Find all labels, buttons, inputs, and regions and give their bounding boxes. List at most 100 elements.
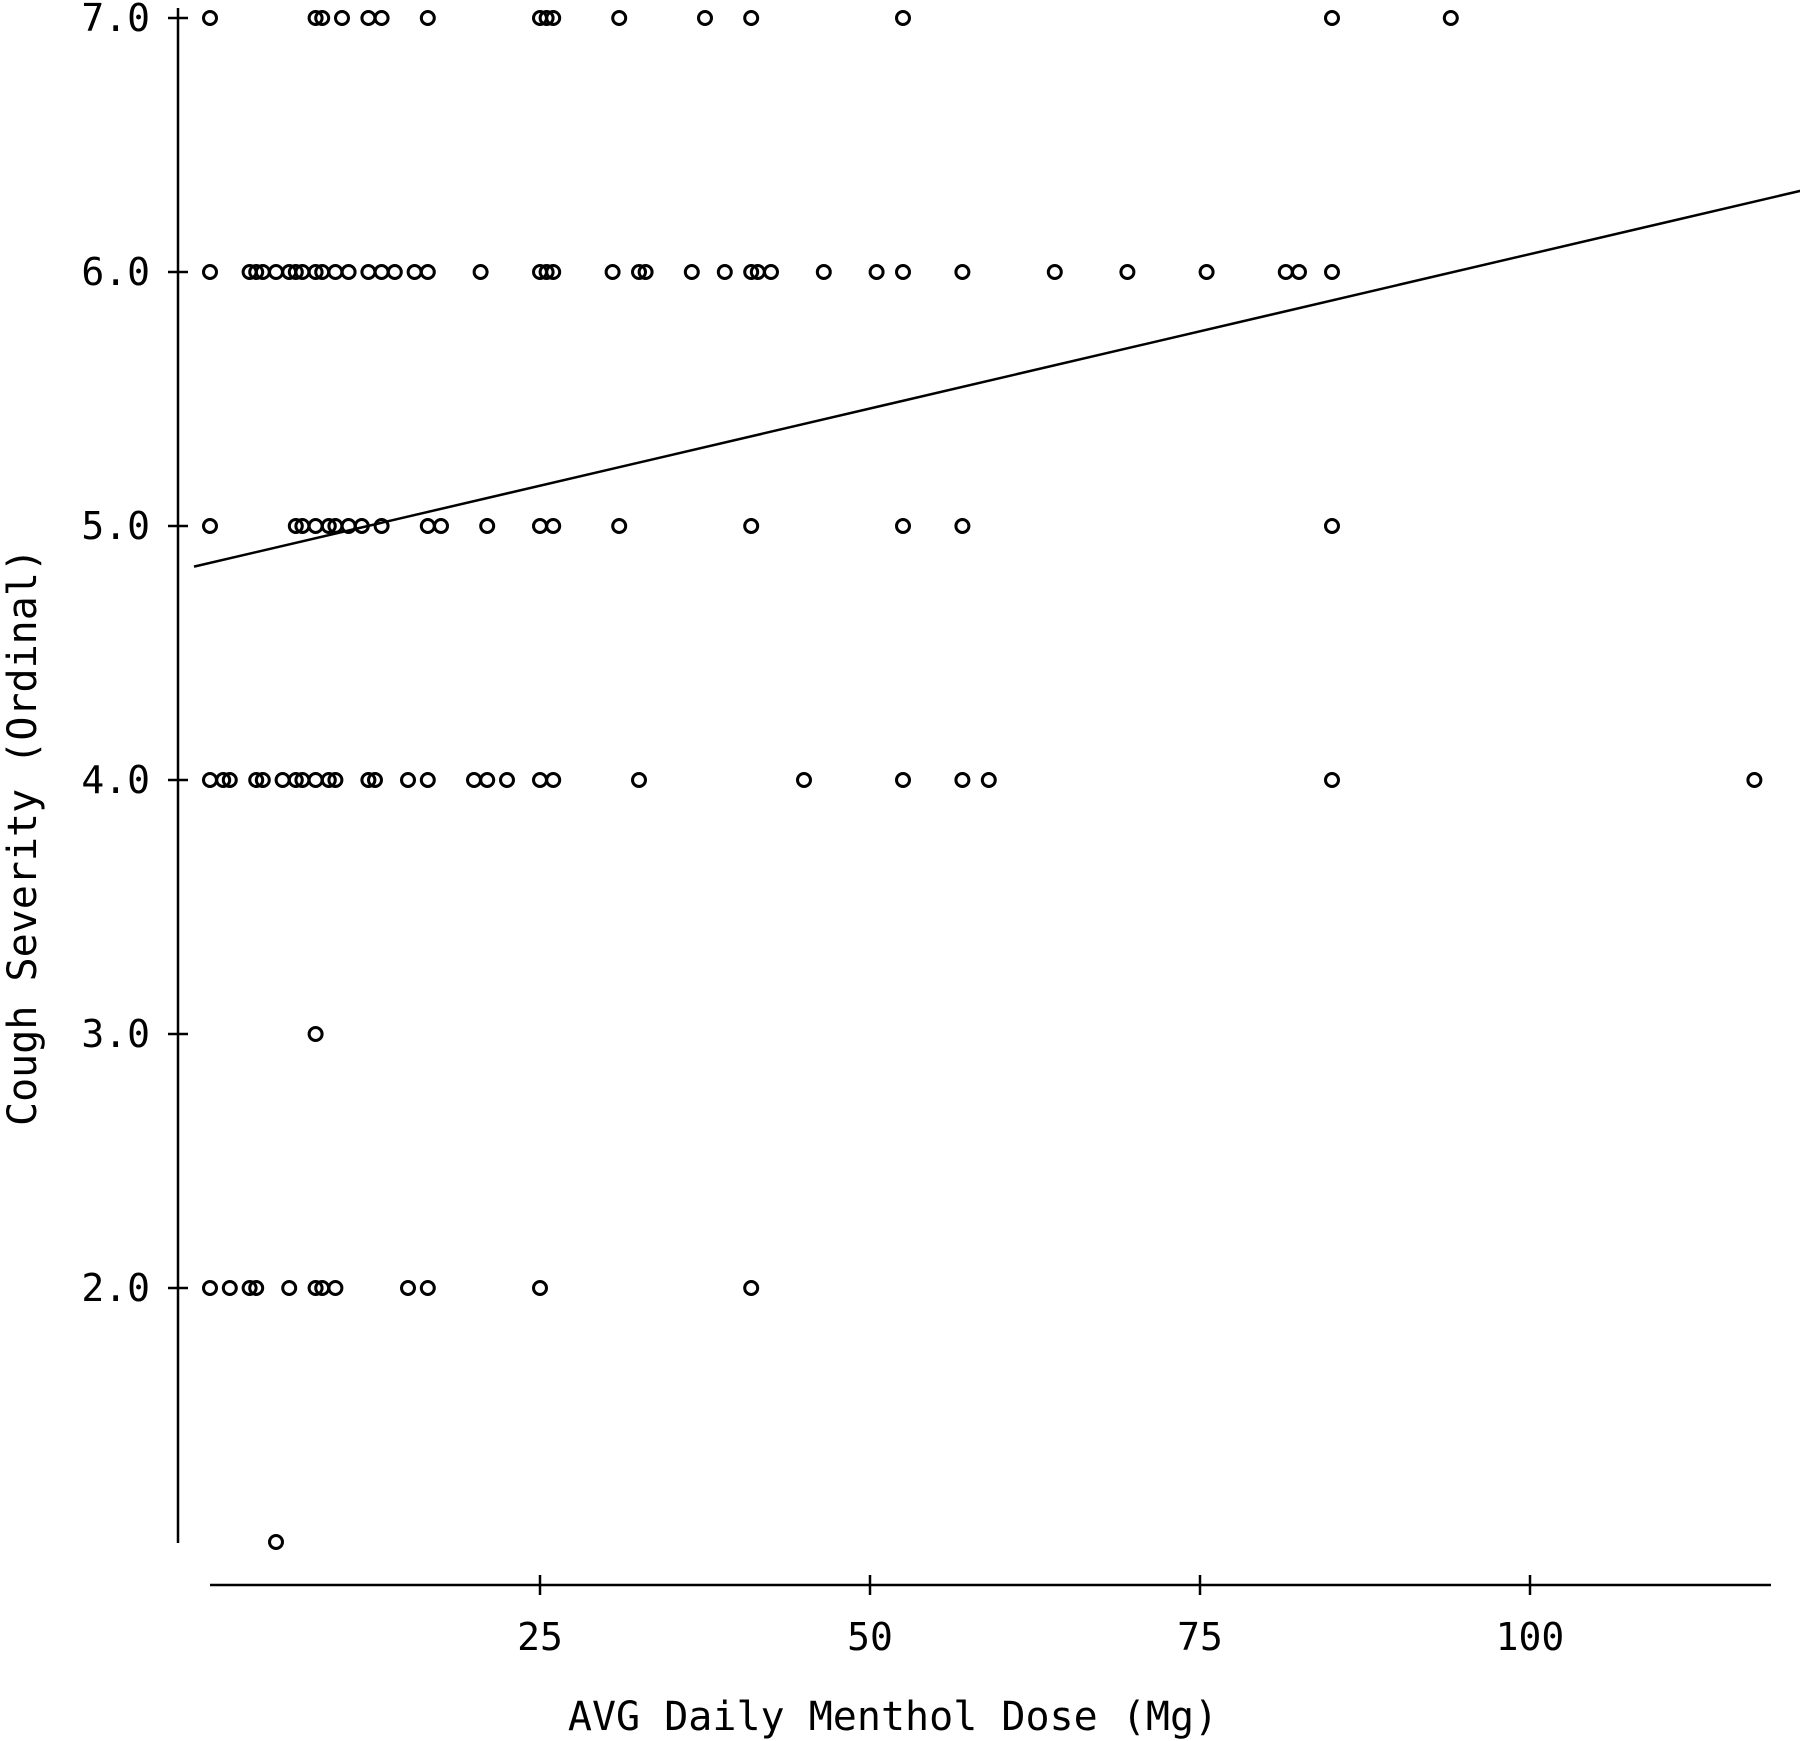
data-point bbox=[1291, 264, 1307, 280]
data-point bbox=[287, 772, 304, 788]
data-point bbox=[202, 264, 218, 280]
data-point bbox=[763, 264, 779, 280]
data-point bbox=[954, 518, 971, 534]
data-point bbox=[373, 264, 390, 280]
data-point bbox=[1324, 772, 1340, 788]
data-point bbox=[373, 518, 390, 534]
data-point bbox=[287, 518, 304, 534]
data-point bbox=[221, 772, 238, 788]
data-point bbox=[268, 1534, 284, 1550]
data-point bbox=[611, 10, 628, 26]
y-tick-label: 2.0 bbox=[81, 1266, 150, 1310]
data-point bbox=[241, 1280, 258, 1296]
data-point bbox=[796, 772, 812, 788]
data-point bbox=[334, 10, 350, 26]
data-point bbox=[327, 772, 344, 788]
data-point bbox=[353, 518, 370, 534]
y-axis-title: Cough Severity (Ordinal) bbox=[0, 548, 46, 1126]
data-point bbox=[532, 518, 548, 534]
data-point bbox=[716, 264, 733, 280]
data-point bbox=[314, 10, 331, 26]
x-tick-label: 75 bbox=[1177, 1615, 1223, 1659]
x-axis-ticks: 25 50 75 100 bbox=[517, 1575, 1564, 1659]
data-point bbox=[248, 772, 265, 788]
data-point bbox=[433, 518, 449, 534]
data-point bbox=[532, 1280, 548, 1296]
data-point bbox=[1119, 264, 1136, 280]
trend-line bbox=[193, 189, 1800, 568]
data-point bbox=[419, 10, 436, 26]
data-point bbox=[545, 10, 562, 26]
data-point bbox=[545, 772, 562, 788]
data-point bbox=[248, 1280, 265, 1296]
data-point bbox=[1277, 264, 1294, 280]
data-point bbox=[545, 264, 562, 280]
x-tick-label: 50 bbox=[847, 1615, 893, 1659]
data-point bbox=[895, 518, 911, 534]
data-point bbox=[307, 1026, 324, 1042]
y-tick-label: 3.0 bbox=[81, 1012, 150, 1056]
data-point bbox=[373, 10, 390, 26]
data-point bbox=[281, 1280, 298, 1296]
data-point bbox=[327, 1280, 344, 1296]
data-point bbox=[367, 772, 383, 788]
data-point bbox=[683, 264, 700, 280]
data-point bbox=[268, 264, 284, 280]
data-point bbox=[274, 772, 291, 788]
data-point bbox=[419, 772, 436, 788]
data-point bbox=[954, 264, 971, 280]
data-point bbox=[604, 264, 621, 280]
data-point bbox=[1046, 264, 1063, 280]
data-point bbox=[499, 772, 515, 788]
plot-area: 2.0 3.0 4.0 5.0 6.0 7.0 25 50 75 100 bbox=[81, 0, 1800, 1659]
data-point bbox=[287, 264, 304, 280]
data-point bbox=[1324, 264, 1340, 280]
data-point bbox=[400, 1280, 416, 1296]
data-point bbox=[743, 1280, 760, 1296]
data-point bbox=[895, 772, 911, 788]
data-point bbox=[1746, 772, 1763, 788]
data-point bbox=[1324, 10, 1340, 26]
data-point bbox=[538, 264, 555, 280]
data-point bbox=[320, 518, 337, 534]
data-point bbox=[1198, 264, 1215, 280]
y-tick-label: 5.0 bbox=[81, 504, 150, 548]
y-tick-label: 4.0 bbox=[81, 758, 150, 802]
x-tick-label: 100 bbox=[1496, 1615, 1565, 1659]
data-point bbox=[631, 264, 647, 280]
data-point bbox=[202, 10, 218, 26]
data-point bbox=[697, 10, 713, 26]
data-point bbox=[419, 518, 436, 534]
data-point bbox=[743, 10, 760, 26]
data-point bbox=[479, 518, 496, 534]
data-point bbox=[419, 264, 436, 280]
data-point bbox=[815, 264, 832, 280]
data-point bbox=[360, 10, 377, 26]
data-point bbox=[631, 772, 647, 788]
data-point bbox=[637, 264, 654, 280]
data-point bbox=[472, 264, 489, 280]
data-point bbox=[743, 518, 760, 534]
data-point bbox=[340, 264, 357, 280]
data-point bbox=[360, 264, 377, 280]
y-tick-label: 7.0 bbox=[81, 0, 150, 40]
data-point bbox=[895, 10, 911, 26]
data-point bbox=[954, 772, 971, 788]
data-point bbox=[611, 518, 628, 534]
data-point bbox=[202, 1280, 218, 1296]
data-point bbox=[980, 772, 997, 788]
data-point bbox=[307, 772, 324, 788]
y-axis-ticks: 2.0 3.0 4.0 5.0 6.0 7.0 bbox=[81, 0, 188, 1310]
data-point bbox=[1442, 10, 1459, 26]
data-point bbox=[202, 772, 218, 788]
data-point bbox=[202, 518, 218, 534]
data-point bbox=[248, 264, 265, 280]
data-point bbox=[532, 772, 548, 788]
data-point bbox=[320, 772, 337, 788]
x-axis-title: AVG Daily Menthol Dose (Mg) bbox=[568, 1694, 1218, 1740]
data-point bbox=[400, 772, 416, 788]
data-point bbox=[545, 518, 562, 534]
data-point bbox=[868, 264, 885, 280]
data-point bbox=[307, 10, 324, 26]
